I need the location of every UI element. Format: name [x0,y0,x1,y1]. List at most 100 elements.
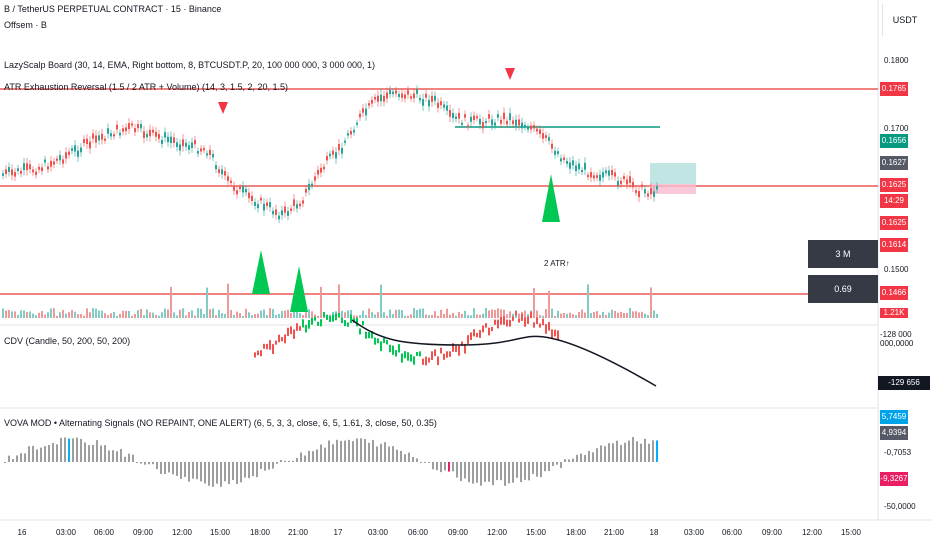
vova-bar [496,462,498,481]
volume-bar [605,314,607,318]
cdv-bar [434,349,436,357]
candle-body [314,176,316,181]
indicator-cdv-legend[interactable]: CDV (Candle, 50, 200, 50, 200) [4,336,131,346]
candle-body [569,162,571,169]
candle-body [164,132,166,138]
volume-bar [329,314,331,318]
vova-bar [48,444,50,462]
vova-bar [440,462,442,473]
long-position-profit-zone[interactable] [650,163,696,184]
vova-bar [616,440,618,462]
volume-bar [524,310,526,318]
time-tick: 17 [333,528,343,537]
candle-body [566,160,568,164]
sell-signal-triangle [505,68,515,80]
cdv-bar [341,317,343,324]
vova-bar [512,462,514,483]
cdv-bar [338,313,340,318]
vova-bar [528,462,530,481]
vova-bar [448,462,450,472]
vova-bar [600,445,602,462]
cdv-bar [308,319,310,329]
vova-bar [160,462,162,474]
candle-body [2,173,4,176]
volume-bar [293,308,295,318]
symbol-title[interactable]: B / TetherUS PERPETUAL CONTRACT · 15 · B… [4,4,222,14]
vova-bar [312,451,314,462]
volume-bar [467,315,469,318]
candle-body [518,119,520,126]
candle-body [158,134,160,139]
cdv-bar [272,344,274,355]
vova-bar [252,462,254,477]
cdv-bar [485,323,487,328]
vova-bar [172,462,174,475]
vova-bar [556,462,558,465]
vova-bar [308,450,310,462]
candle-body [329,153,331,157]
indicator-offset-legend[interactable]: Offsem · B [4,20,47,30]
indicator-lazyscalp-legend[interactable]: LazyScalp Board (30, 14, EMA, Right bott… [4,60,376,70]
currency-selector[interactable]: USDT [882,4,927,36]
volume-bar [635,311,637,318]
vova-bar [396,449,398,462]
volume-bar [461,314,463,318]
candle-body [269,202,271,208]
cdv-bar [335,313,337,321]
candle-body [218,169,220,174]
candle-body [359,113,361,118]
candle-body [299,203,301,207]
price-box-1625b: 0.1625 [880,216,908,230]
indicator-atr-legend[interactable]: ATR Exhaustion Reversal (1.5 / 2 ATR + V… [4,82,289,92]
candle-body [593,175,595,179]
volume-bar [275,314,277,318]
volume-bar [14,311,16,318]
cdv-bar [269,340,271,350]
vova-bar [408,452,410,462]
candle-body [41,167,43,172]
candle-body [476,116,478,119]
volume-bar [497,308,499,318]
cdv-bar [257,350,259,356]
vova-bar [460,462,462,482]
long-position-loss-zone[interactable] [650,184,696,194]
candle-body [527,127,529,130]
candle-body [140,124,142,129]
volume-bar [473,308,475,318]
cdv-bar [446,351,448,358]
vova-bar [116,451,118,462]
indicator-vova-legend[interactable]: VOVA MOD • Alternating Signals (NO REPAI… [4,418,437,428]
vova-bar [368,442,370,462]
vova-bar [468,462,470,483]
cdv-bar [410,354,412,362]
candle-body [74,145,76,152]
volume-bar [179,309,181,318]
candle-body [572,160,574,166]
vova-bar [248,462,250,479]
volume-bar [281,310,283,318]
vova-bar [356,438,358,462]
cdv-bar [512,316,514,321]
volume-bar [314,314,316,318]
price-level-label: 0.1800 [884,56,909,65]
volume-bar [209,309,211,318]
vova-bar [604,446,606,462]
cdv-bar [494,319,496,325]
candle-body [155,131,157,137]
volume-bar [203,313,205,318]
volume-bar [110,313,112,318]
vova-bar [304,455,306,462]
buy-signal-triangle [542,174,560,222]
candle-body [113,134,115,137]
volume-bar [23,310,25,318]
candle-body [11,169,13,176]
volume-bar [251,315,253,318]
volume-bar [413,308,415,318]
candle-body [617,180,619,186]
candle-body [23,163,25,171]
volume-bar [434,311,436,318]
candle-body [20,170,22,174]
volume-bar [590,313,592,318]
candle-body [149,129,151,137]
